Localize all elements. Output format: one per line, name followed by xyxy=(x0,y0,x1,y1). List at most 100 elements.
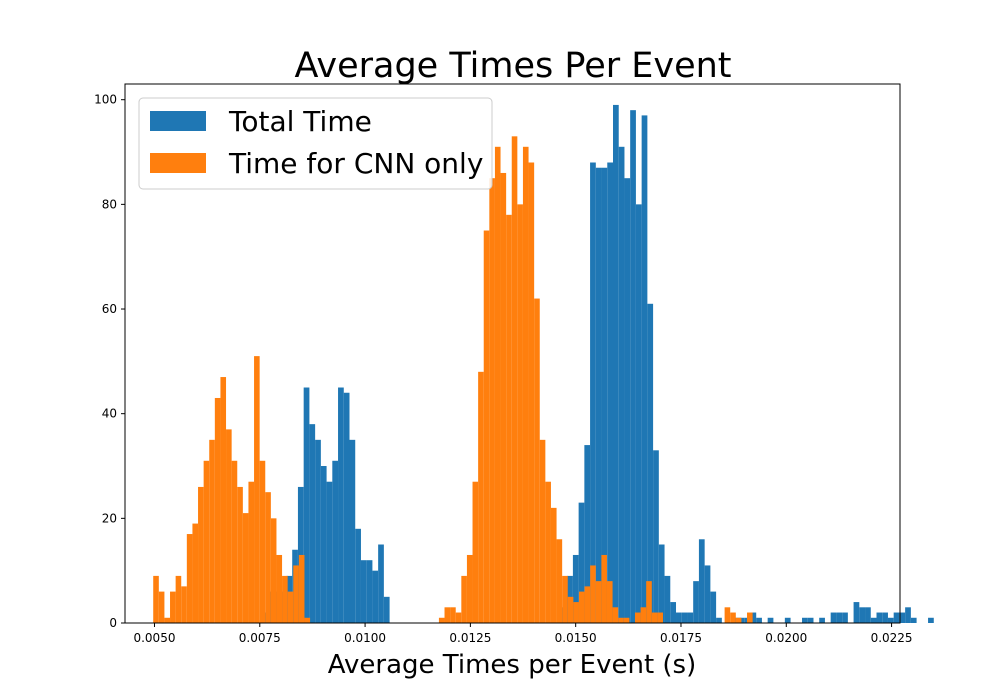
bar-time-for-cnn-only-104 xyxy=(735,617,742,623)
chart-title: Average Times Per Event xyxy=(294,46,731,86)
bar-total-time-7 xyxy=(303,387,310,623)
bar-time-for-cnn-only-67 xyxy=(528,162,535,623)
bar-total-time-73 xyxy=(681,612,688,623)
legend-frame xyxy=(138,97,493,190)
bar-time-for-cnn-only-10 xyxy=(209,439,215,623)
bar-time-for-cnn-only-23 xyxy=(282,575,288,623)
y-tick-label: 80 xyxy=(102,197,117,211)
bar-time-for-cnn-only-63 xyxy=(506,214,512,623)
bar-total-time-62 xyxy=(618,146,625,624)
bar-total-time-58 xyxy=(595,167,602,624)
bar-total-time-69 xyxy=(658,544,665,623)
x-tick-label: 0.0075 xyxy=(239,631,281,645)
bar-time-for-cnn-only-84 xyxy=(623,617,630,623)
bar-total-time-16 xyxy=(355,528,361,623)
x-tick-label: 0.0225 xyxy=(871,631,913,645)
bar-total-time-100 xyxy=(836,612,843,623)
bar-time-for-cnn-only-81 xyxy=(606,581,613,623)
bar-total-time-74 xyxy=(687,612,694,623)
bar-time-for-cnn-only-76 xyxy=(578,591,585,623)
bar-time-for-cnn-only-1 xyxy=(158,591,165,623)
bar-time-for-cnn-only-90 xyxy=(657,612,663,623)
bar-time-for-cnn-only-6 xyxy=(186,534,193,623)
bar-total-time-91 xyxy=(784,617,791,623)
bar-time-for-cnn-only-72 xyxy=(556,539,563,623)
x-tick-label: 0.0200 xyxy=(765,631,807,645)
y-tick-label: 20 xyxy=(102,511,117,525)
bar-time-for-cnn-only-15 xyxy=(237,486,243,623)
bar-time-for-cnn-only-52 xyxy=(444,607,451,623)
bar-total-time-107 xyxy=(876,612,883,623)
bar-time-for-cnn-only-82 xyxy=(612,607,619,623)
legend: Total Time Time for CNN only xyxy=(138,97,493,190)
bar-total-time-70 xyxy=(664,575,671,623)
bar-total-time-94 xyxy=(802,617,808,623)
bar-time-for-cnn-only-74 xyxy=(567,596,574,623)
bar-time-for-cnn-only-0 xyxy=(153,575,159,623)
bar-total-time-97 xyxy=(819,617,825,623)
bar-total-time-72 xyxy=(676,612,682,623)
bar-time-for-cnn-only-55 xyxy=(461,575,467,623)
bar-time-for-cnn-only-8 xyxy=(198,486,204,623)
bar-time-for-cnn-only-3 xyxy=(170,591,176,623)
bar-time-for-cnn-only-16 xyxy=(242,513,249,623)
bar-time-for-cnn-only-70 xyxy=(545,481,551,623)
legend-swatch-time-for-cnn-only xyxy=(150,153,206,173)
bar-time-for-cnn-only-88 xyxy=(646,581,652,623)
bar-total-time-66 xyxy=(641,115,648,624)
bar-total-time-95 xyxy=(807,617,814,623)
bar-time-for-cnn-only-25 xyxy=(293,565,299,623)
bar-total-time-61 xyxy=(613,104,619,624)
bar-total-time-64 xyxy=(630,110,636,624)
bar-total-time-11 xyxy=(326,481,333,623)
bar-total-time-65 xyxy=(635,204,642,624)
bar-total-time-71 xyxy=(670,602,677,623)
bar-total-time-10 xyxy=(320,466,327,623)
bar-total-time-111 xyxy=(899,612,906,623)
x-axis-ticks: 0.0050 0.0075 0.0100 0.0125 0.0150 0.0175 0.02… xyxy=(133,623,913,645)
bar-total-time-54 xyxy=(572,554,579,623)
bar-time-for-cnn-only-2 xyxy=(164,617,171,623)
bar-time-for-cnn-only-61 xyxy=(494,146,501,624)
bar-time-for-cnn-only-22 xyxy=(276,554,283,623)
bar-total-time-83 xyxy=(739,617,745,623)
bar-time-for-cnn-only-106 xyxy=(747,612,753,623)
bar-time-for-cnn-only-17 xyxy=(248,481,255,623)
bar-time-for-cnn-only-4 xyxy=(175,575,182,623)
x-tick-label: 0.0125 xyxy=(449,631,491,645)
bar-time-for-cnn-only-21 xyxy=(270,518,277,623)
bar-time-for-cnn-only-87 xyxy=(640,607,647,623)
bar-total-time-79 xyxy=(716,617,722,623)
legend-label-total-time: Total Time xyxy=(228,105,372,138)
bar-time-for-cnn-only-102 xyxy=(724,607,731,623)
y-tick-label: 60 xyxy=(102,302,117,316)
bar-total-time-76 xyxy=(698,539,705,623)
bar-total-time-68 xyxy=(653,450,659,623)
bar-time-for-cnn-only-103 xyxy=(730,612,736,623)
legend-swatch-total-time xyxy=(150,111,206,131)
bar-total-time-13 xyxy=(338,387,344,623)
bar-total-time-99 xyxy=(830,612,837,623)
bar-total-time-20 xyxy=(378,544,384,623)
bar-total-time-78 xyxy=(710,591,717,623)
bar-time-for-cnn-only-83 xyxy=(618,617,624,623)
bar-total-time-59 xyxy=(601,167,608,624)
x-tick-label: 0.0050 xyxy=(133,631,175,645)
bar-time-for-cnn-only-27 xyxy=(304,617,311,623)
bar-total-time-60 xyxy=(607,162,613,623)
bar-total-time-56 xyxy=(584,445,591,623)
bar-total-time-113 xyxy=(910,617,917,623)
bar-total-time-88 xyxy=(767,617,774,623)
bar-time-for-cnn-only-66 xyxy=(522,146,529,624)
bar-total-time-15 xyxy=(349,439,356,623)
bar-time-for-cnn-only-80 xyxy=(601,554,607,623)
bar-time-for-cnn-only-68 xyxy=(534,298,540,623)
bar-time-for-cnn-only-9 xyxy=(203,460,210,623)
bar-total-time-17 xyxy=(360,560,367,623)
bar-total-time-14 xyxy=(343,392,350,623)
bar-time-for-cnn-only-75 xyxy=(573,602,579,623)
bar-total-time-55 xyxy=(578,502,585,623)
bar-total-time-116 xyxy=(928,617,934,623)
bar-time-for-cnn-only-71 xyxy=(550,507,557,623)
y-tick-label: 100 xyxy=(94,93,117,107)
